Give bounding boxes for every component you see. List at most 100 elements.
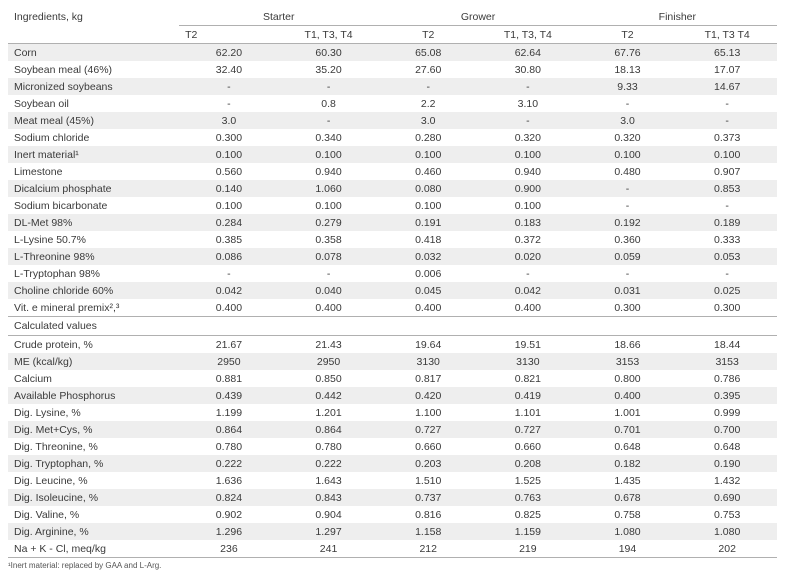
section-header-row: Calculated values <box>8 317 777 336</box>
cell-value: - <box>378 78 478 95</box>
row-label: Sodium chloride <box>8 129 179 146</box>
cell-value: 19.64 <box>378 336 478 354</box>
cell-value: 3.0 <box>378 112 478 129</box>
table-row: Micronized soybeans----9.3314.67 <box>8 78 777 95</box>
cell-value: 0.053 <box>677 248 777 265</box>
table-row: Dig. Tryptophan, %0.2220.2220.2030.2080.… <box>8 455 777 472</box>
row-label: Calcium <box>8 370 179 387</box>
table-row: DL-Met 98%0.2840.2790.1910.1830.1920.189 <box>8 214 777 231</box>
cell-value: 0.763 <box>478 489 578 506</box>
cell-value: 0.648 <box>578 438 678 455</box>
table-footnote: ¹Inert material: replaced by GAA and L-A… <box>8 561 777 570</box>
cell-value: - <box>279 78 379 95</box>
header-sub: T2 <box>578 26 678 44</box>
table-row: Soybean oil-0.82.23.10-- <box>8 95 777 112</box>
cell-value: 1.159 <box>478 523 578 540</box>
table-row: Choline chloride 60%0.0420.0400.0450.042… <box>8 282 777 299</box>
cell-value: 21.43 <box>279 336 379 354</box>
cell-value: 62.64 <box>478 44 578 62</box>
row-label: Sodium bicarbonate <box>8 197 179 214</box>
cell-value: 0.222 <box>179 455 279 472</box>
cell-value: - <box>179 78 279 95</box>
cell-value: 30.80 <box>478 61 578 78</box>
cell-value: 0.660 <box>378 438 478 455</box>
table-row: Dig. Lysine, %1.1991.2011.1001.1011.0010… <box>8 404 777 421</box>
cell-value: 0.190 <box>677 455 777 472</box>
cell-value: 0.300 <box>578 299 678 317</box>
table-row: Dig. Arginine, %1.2961.2971.1581.1591.08… <box>8 523 777 540</box>
cell-value: 0.191 <box>378 214 478 231</box>
cell-value: 0.850 <box>279 370 379 387</box>
cell-value: 1.643 <box>279 472 379 489</box>
cell-value: 0.400 <box>578 387 678 404</box>
header-grower: Grower <box>378 8 577 26</box>
row-label: Available Phosphorus <box>8 387 179 404</box>
cell-value: 18.66 <box>578 336 678 354</box>
cell-value: 236 <box>179 540 279 558</box>
table-row: Sodium bicarbonate0.1000.1000.1000.100-- <box>8 197 777 214</box>
cell-value: 2950 <box>279 353 379 370</box>
cell-value: 0.192 <box>578 214 678 231</box>
cell-value: 1.636 <box>179 472 279 489</box>
cell-value: 0.208 <box>478 455 578 472</box>
cell-value: 0.780 <box>279 438 379 455</box>
table-row: Dig. Leucine, %1.6361.6431.5101.5251.435… <box>8 472 777 489</box>
cell-value: 0.700 <box>677 421 777 438</box>
cell-value: 0.881 <box>179 370 279 387</box>
cell-value: 0.660 <box>478 438 578 455</box>
cell-value: 2.2 <box>378 95 478 112</box>
row-label: Soybean oil <box>8 95 179 112</box>
cell-value: 0.320 <box>578 129 678 146</box>
table-row: Calcium0.8810.8500.8170.8210.8000.786 <box>8 370 777 387</box>
row-label: Dig. Leucine, % <box>8 472 179 489</box>
cell-value: 62.20 <box>179 44 279 62</box>
cell-value: 0.189 <box>677 214 777 231</box>
cell-value: 0.042 <box>179 282 279 299</box>
cell-value: 0.045 <box>378 282 478 299</box>
cell-value: 0.372 <box>478 231 578 248</box>
cell-value: 2950 <box>179 353 279 370</box>
cell-value: 0.360 <box>578 231 678 248</box>
cell-value: 35.20 <box>279 61 379 78</box>
cell-value: 0.940 <box>279 163 379 180</box>
header-sub: T1, T3, T4 <box>279 26 379 44</box>
table-row: Dig. Isoleucine, %0.8240.8430.7370.7630.… <box>8 489 777 506</box>
cell-value: 0.439 <box>179 387 279 404</box>
cell-value: 0.385 <box>179 231 279 248</box>
cell-value: 21.67 <box>179 336 279 354</box>
cell-value: 0.786 <box>677 370 777 387</box>
table-row: Limestone0.5600.9400.4600.9400.4800.907 <box>8 163 777 180</box>
cell-value: 1.101 <box>478 404 578 421</box>
header-sub: T2 <box>378 26 478 44</box>
cell-value: 0.800 <box>578 370 678 387</box>
cell-value: 67.76 <box>578 44 678 62</box>
row-label: DL-Met 98% <box>8 214 179 231</box>
cell-value: 0.182 <box>578 455 678 472</box>
cell-value: 0.824 <box>179 489 279 506</box>
cell-value: 0.418 <box>378 231 478 248</box>
cell-value: 0.100 <box>378 197 478 214</box>
cell-value: - <box>578 197 678 214</box>
cell-value: 0.460 <box>378 163 478 180</box>
cell-value: 0.864 <box>179 421 279 438</box>
cell-value: 0.420 <box>378 387 478 404</box>
table-row: Meat meal (45%)3.0-3.0-3.0- <box>8 112 777 129</box>
cell-value: 0.400 <box>378 299 478 317</box>
cell-value: 0.817 <box>378 370 478 387</box>
cell-value: 0.222 <box>279 455 379 472</box>
cell-value: - <box>478 112 578 129</box>
row-label: Crude protein, % <box>8 336 179 354</box>
row-label: Vit. e mineral premix²,³ <box>8 299 179 317</box>
cell-value: 0.040 <box>279 282 379 299</box>
header-ingredients: Ingredients, kg <box>8 8 179 44</box>
cell-value: 0.100 <box>279 197 379 214</box>
row-label: Dig. Tryptophan, % <box>8 455 179 472</box>
table-body: Corn62.2060.3065.0862.6467.7665.13Soybea… <box>8 44 777 558</box>
cell-value: 0.100 <box>478 146 578 163</box>
cell-value: 0.758 <box>578 506 678 523</box>
table-row: L-Threonine 98%0.0860.0780.0320.0200.059… <box>8 248 777 265</box>
table-row: Inert material¹0.1000.1000.1000.1000.100… <box>8 146 777 163</box>
cell-value: 0.100 <box>478 197 578 214</box>
cell-value: 3153 <box>677 353 777 370</box>
cell-value: 18.44 <box>677 336 777 354</box>
